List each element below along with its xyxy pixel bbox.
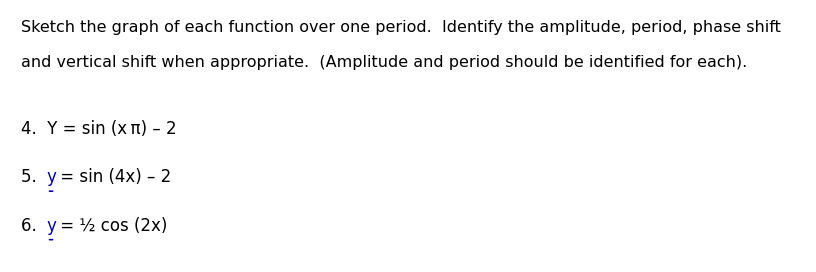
Text: = ½ cos (2x): = ½ cos (2x) bbox=[55, 217, 168, 235]
Text: Sketch the graph of each function over one period.  Identify the amplitude, peri: Sketch the graph of each function over o… bbox=[21, 20, 781, 35]
Text: y: y bbox=[47, 217, 56, 235]
Text: y: y bbox=[47, 168, 56, 186]
Text: 5.: 5. bbox=[21, 168, 47, 186]
Text: 6.: 6. bbox=[21, 217, 47, 235]
Text: = sin (4x) – 2: = sin (4x) – 2 bbox=[55, 168, 171, 186]
Text: 4.  Y = sin (x π) – 2: 4. Y = sin (x π) – 2 bbox=[21, 120, 177, 138]
Text: and vertical shift when appropriate.  (Amplitude and period should be identified: and vertical shift when appropriate. (Am… bbox=[21, 55, 747, 70]
